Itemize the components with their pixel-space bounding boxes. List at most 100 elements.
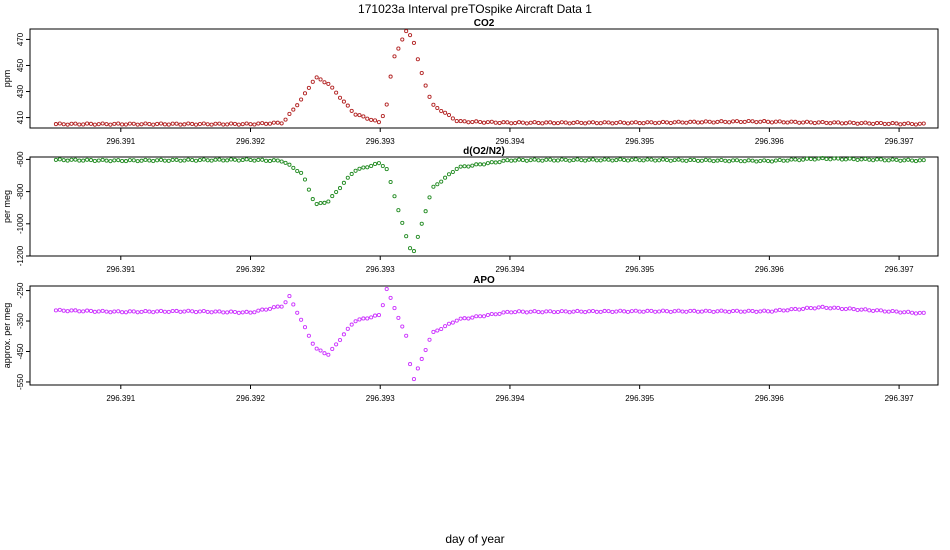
data-point xyxy=(676,119,681,124)
data-point xyxy=(139,309,144,314)
y-tick-label: -250 xyxy=(16,282,25,299)
data-point xyxy=(832,120,837,125)
data-point xyxy=(326,81,331,86)
data-point xyxy=(295,169,300,174)
x-tick-label: 296.392 xyxy=(236,137,265,146)
data-point xyxy=(781,120,786,125)
data-point xyxy=(641,121,646,126)
data-point xyxy=(552,310,557,315)
data-point xyxy=(594,309,599,314)
data-point xyxy=(555,158,560,163)
data-point xyxy=(431,184,436,189)
data-point xyxy=(256,121,261,126)
data-point xyxy=(583,158,588,163)
data-point xyxy=(291,165,296,170)
data-point xyxy=(361,114,366,119)
data-point xyxy=(563,120,568,125)
data-point xyxy=(104,309,109,314)
data-point xyxy=(645,308,650,313)
data-point xyxy=(680,120,685,125)
data-point xyxy=(376,313,381,318)
data-point xyxy=(267,158,273,164)
data-point xyxy=(505,120,510,125)
data-point xyxy=(832,305,837,310)
data-point xyxy=(715,309,720,314)
data-point xyxy=(808,156,813,162)
data-point xyxy=(641,309,646,314)
data-point xyxy=(96,158,101,163)
data-point xyxy=(112,158,117,163)
data-point xyxy=(762,158,767,163)
data-point xyxy=(715,158,720,163)
data-point xyxy=(256,308,261,313)
data-point xyxy=(637,309,642,314)
data-point xyxy=(155,158,160,163)
x-tick-label: 296.396 xyxy=(755,394,784,403)
data-point xyxy=(649,120,654,125)
panel-title: APO xyxy=(473,275,495,286)
data-point xyxy=(555,121,560,126)
data-point xyxy=(108,159,113,164)
data-point xyxy=(906,121,911,126)
data-point xyxy=(174,121,179,126)
data-point xyxy=(85,157,90,162)
data-point xyxy=(863,120,868,125)
data-point xyxy=(921,158,926,163)
data-point xyxy=(345,326,350,331)
data-point xyxy=(917,310,922,315)
data-point xyxy=(808,120,813,125)
data-point xyxy=(660,308,666,313)
data-point xyxy=(287,162,292,167)
data-point xyxy=(112,309,117,314)
data-point xyxy=(851,157,856,162)
data-point xyxy=(501,158,506,163)
data-point xyxy=(400,324,405,329)
data-point xyxy=(734,119,739,124)
data-point xyxy=(524,310,529,315)
data-point xyxy=(264,121,269,126)
data-point xyxy=(454,119,459,124)
data-point xyxy=(439,326,444,332)
data-point xyxy=(750,119,755,124)
data-point xyxy=(657,309,662,314)
data-point xyxy=(361,165,366,170)
data-point xyxy=(804,156,810,161)
data-point xyxy=(193,122,199,127)
data-point xyxy=(330,346,335,351)
data-point xyxy=(334,189,339,195)
y-tick-label: 430 xyxy=(16,84,25,98)
data-point xyxy=(688,119,693,124)
data-point xyxy=(699,158,704,163)
data-point xyxy=(664,120,669,125)
data-point xyxy=(380,303,385,308)
data-point xyxy=(260,121,265,126)
data-point xyxy=(789,307,794,312)
data-point xyxy=(536,120,541,126)
data-point xyxy=(372,118,378,123)
data-point xyxy=(548,120,553,125)
data-point xyxy=(450,116,455,121)
panel-title: CO2 xyxy=(474,18,495,29)
data-point xyxy=(832,156,837,161)
data-point xyxy=(816,305,821,310)
data-point xyxy=(57,121,62,126)
data-point xyxy=(579,120,584,125)
data-point xyxy=(260,307,265,312)
data-point xyxy=(493,312,498,317)
data-point xyxy=(341,99,346,104)
data-point xyxy=(450,320,455,325)
data-point xyxy=(836,156,841,161)
data-point xyxy=(318,77,323,82)
y-tick-label: -1000 xyxy=(16,213,25,234)
data-point xyxy=(602,157,607,162)
data-point xyxy=(73,121,78,126)
data-point xyxy=(147,158,152,163)
data-point xyxy=(707,158,712,163)
data-point xyxy=(217,121,222,126)
data-point xyxy=(699,309,704,314)
data-point xyxy=(229,121,234,126)
data-point xyxy=(458,316,463,321)
data-point xyxy=(754,309,759,314)
data-point xyxy=(435,328,440,333)
data-point xyxy=(676,308,681,313)
